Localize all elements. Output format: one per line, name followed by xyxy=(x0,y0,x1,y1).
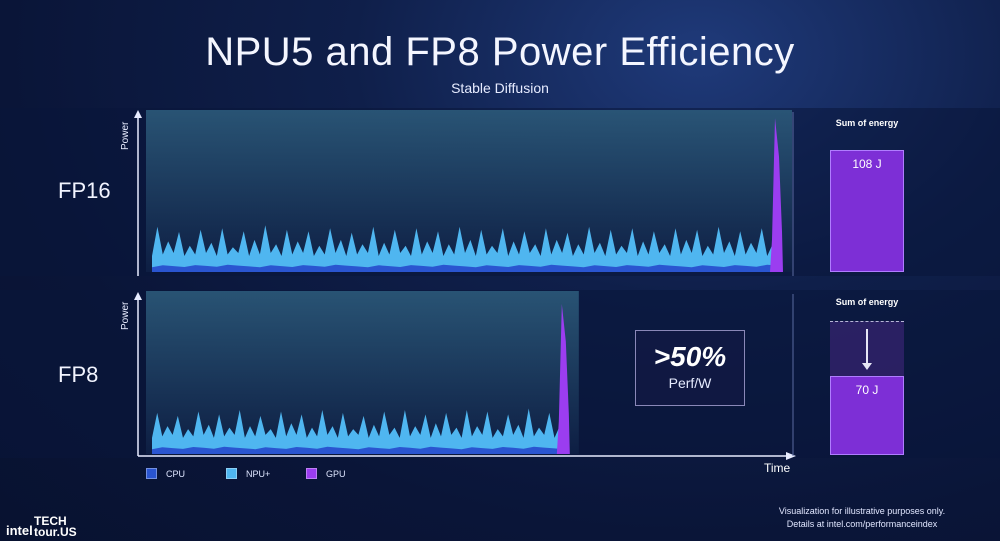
legend-gpu-label: GPU xyxy=(326,468,346,479)
fp8-npu-area xyxy=(152,408,565,454)
footnote-line-1: Visualization for illustrative purposes … xyxy=(778,506,946,516)
fp16-energy-title: Sum of energy xyxy=(835,118,899,128)
fp8-energy-value: 70 J xyxy=(855,382,879,397)
tech-tour-line-2: tour.US xyxy=(34,525,77,539)
fp8-cpu-area xyxy=(152,446,565,454)
energy-reduction-arrow xyxy=(862,328,872,371)
fp8-power-label: Power xyxy=(120,301,131,330)
fp16-cpu-area xyxy=(152,264,778,272)
legend-gpu-swatch xyxy=(306,468,317,479)
callout-percentage: >50% xyxy=(653,341,727,372)
callout-metric: Perf/W xyxy=(668,375,712,391)
fp8-gpu-spike xyxy=(556,304,570,454)
tech-tour-logo: TECH tour.US xyxy=(34,514,77,539)
fp16-npu-area xyxy=(152,225,778,272)
time-axis-arrow xyxy=(786,452,796,460)
fp8-row-label: FP8 xyxy=(58,362,99,387)
fp16-y-arrow xyxy=(134,110,142,118)
page-subtitle: Stable Diffusion xyxy=(451,80,549,96)
legend-cpu-label: CPU xyxy=(166,468,186,479)
intel-logo: intel xyxy=(6,523,33,538)
perf-per-watt-callout: >50% Perf/W xyxy=(635,330,745,406)
tech-tour-line-1: TECH xyxy=(34,514,67,528)
legend-npu-swatch xyxy=(226,468,237,479)
fp16-power-label: Power xyxy=(120,121,131,150)
legend-npu: NPU+ xyxy=(226,468,270,479)
time-axis-label: Time xyxy=(764,461,791,475)
fp8-y-arrow xyxy=(134,292,142,300)
legend-cpu: CPU xyxy=(146,468,185,479)
page-title: NPU5 and FP8 Power Efficiency xyxy=(205,30,795,74)
fp8-energy-bar: 70 J xyxy=(830,375,904,455)
fp16-energy-bar: 108 J xyxy=(830,150,904,272)
fp8-energy-title: Sum of energy xyxy=(835,297,899,307)
footnote: Visualization for illustrative purposes … xyxy=(742,505,982,531)
legend-gpu: GPU xyxy=(306,468,346,479)
fp16-energy-value: 108 J xyxy=(852,157,882,171)
fp16-gpu-spike xyxy=(770,118,783,272)
legend-npu-label: NPU+ xyxy=(246,468,271,479)
footnote-line-2: Details at intel.com/performanceindex xyxy=(786,519,938,529)
legend-cpu-swatch xyxy=(146,468,157,479)
fp16-row-label: FP16 xyxy=(58,178,111,203)
